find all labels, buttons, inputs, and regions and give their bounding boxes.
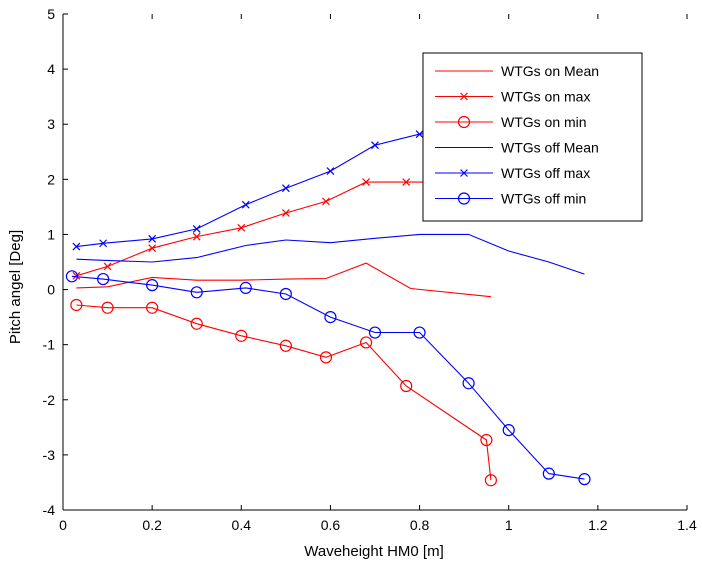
legend-label: WTGs on Mean xyxy=(501,63,599,79)
data-point xyxy=(415,130,424,139)
data-point xyxy=(99,239,108,248)
data-point xyxy=(237,223,246,232)
y-tick-label: -4 xyxy=(43,502,56,518)
y-tick-label: -1 xyxy=(43,337,56,353)
legend-box xyxy=(422,52,643,222)
data-point xyxy=(101,301,114,314)
data-point xyxy=(72,242,81,251)
data-point xyxy=(324,311,337,324)
data-point xyxy=(402,178,411,187)
data-point xyxy=(578,473,591,486)
series-line xyxy=(76,181,491,277)
data-point xyxy=(97,272,110,286)
x-tick-label: 0.4 xyxy=(232,517,252,533)
legend-item: WTGs on min xyxy=(435,114,587,130)
data-point xyxy=(319,351,333,364)
legend-label: WTGs on min xyxy=(501,114,587,130)
series-4 xyxy=(76,233,585,275)
data-point xyxy=(70,298,83,312)
data-point xyxy=(371,141,379,150)
x-tick-label: 1 xyxy=(505,517,513,533)
data-point xyxy=(462,377,475,390)
x-tick-label: 1.4 xyxy=(677,517,697,533)
data-point xyxy=(281,209,290,217)
series-line xyxy=(76,233,585,275)
data-point xyxy=(72,271,81,280)
data-point xyxy=(480,433,493,447)
series-line xyxy=(76,262,491,298)
data-point xyxy=(460,169,468,177)
data-point xyxy=(322,197,330,206)
y-tick-label: 5 xyxy=(47,6,55,22)
x-tick-label: 0 xyxy=(59,517,67,533)
data-point xyxy=(241,200,250,209)
y-tick-label: -3 xyxy=(43,447,56,463)
series-1 xyxy=(76,262,491,298)
data-point xyxy=(146,279,159,292)
legend-item: WTGs on max xyxy=(435,89,590,105)
y-tick-label: -2 xyxy=(43,392,56,408)
data-point xyxy=(457,192,471,205)
legend-label: WTGs off min xyxy=(501,191,586,207)
series-line xyxy=(71,275,585,480)
x-tick-label: 1.2 xyxy=(588,517,608,533)
data-point xyxy=(190,286,203,299)
legend-label: WTGs off Mean xyxy=(501,140,599,156)
y-axis-label: Pitch angel [Deg] xyxy=(7,230,24,344)
x-tick-label: 0.6 xyxy=(321,517,341,533)
data-point xyxy=(146,301,159,314)
data-point xyxy=(400,379,413,393)
data-point xyxy=(65,270,79,283)
data-point xyxy=(281,184,290,193)
series-6 xyxy=(65,270,591,486)
x-axis-label: Waveheight HM0 [m] xyxy=(304,543,444,560)
data-point xyxy=(192,225,201,233)
y-tick-label: 0 xyxy=(47,282,55,298)
data-point xyxy=(502,423,515,437)
data-point xyxy=(239,281,252,295)
legend: WTGs on Mean WTGs on max WTGs on min WTGs o… xyxy=(422,52,643,222)
data-point xyxy=(192,232,201,241)
data-point xyxy=(413,326,426,339)
data-point xyxy=(148,234,157,243)
series-line xyxy=(76,304,492,481)
axes: 0 0.2 0.4 0.6 0.8 1 1.2 1.4 -4 -3 -2 -1 0 1 2 3 4 5 xyxy=(43,6,697,533)
legend-item: WTGs off Mean xyxy=(435,140,599,156)
legend-item: WTGs off max xyxy=(435,165,590,181)
legend-item: WTGs off min xyxy=(435,191,586,207)
data-point xyxy=(235,329,248,342)
series-3 xyxy=(70,298,497,487)
data-point xyxy=(279,287,292,301)
data-point xyxy=(190,317,203,330)
data-point xyxy=(542,467,555,480)
legend-label: WTGs on max xyxy=(501,89,590,105)
y-tick-label: 2 xyxy=(47,171,55,187)
data-point xyxy=(279,339,292,352)
data-point xyxy=(326,167,335,175)
data-point xyxy=(457,115,471,129)
x-tick-label: 0.2 xyxy=(142,517,162,533)
data-point xyxy=(148,244,157,253)
data-point xyxy=(460,92,468,101)
y-tick-label: 3 xyxy=(47,116,55,132)
data-point xyxy=(103,262,112,271)
data-point xyxy=(484,474,497,487)
data-point xyxy=(359,336,373,349)
x-tick-label: 0.8 xyxy=(410,517,430,533)
legend-item: WTGs on Mean xyxy=(435,63,599,79)
series-2 xyxy=(72,178,495,280)
legend-label: WTGs off max xyxy=(501,165,590,181)
data-point xyxy=(368,326,382,339)
y-tick-label: 4 xyxy=(47,61,55,77)
y-tick-label: 1 xyxy=(47,226,55,242)
data-point xyxy=(362,178,371,187)
